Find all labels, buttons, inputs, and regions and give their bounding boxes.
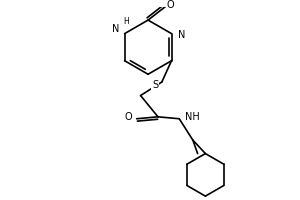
Text: S: S <box>152 80 158 90</box>
Text: H: H <box>124 17 129 26</box>
Text: O: O <box>167 0 174 10</box>
Text: O: O <box>124 112 132 122</box>
Text: N: N <box>112 24 120 34</box>
Text: NH: NH <box>185 112 200 122</box>
Text: N: N <box>178 30 186 40</box>
